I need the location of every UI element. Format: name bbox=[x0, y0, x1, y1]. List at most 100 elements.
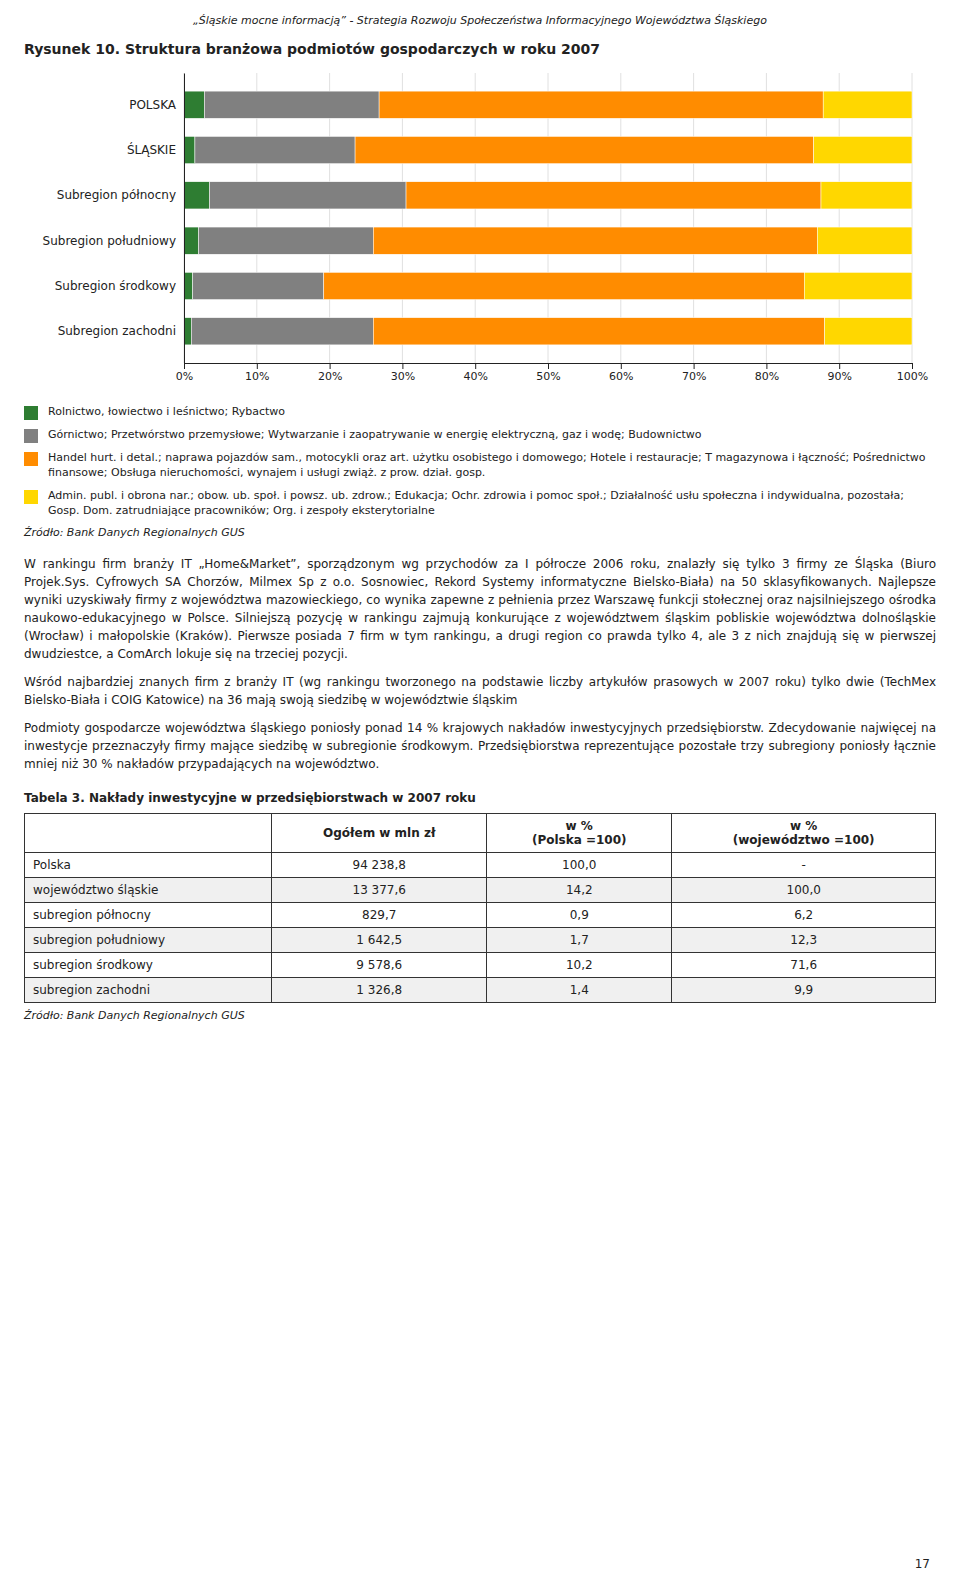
legend-item: Admin. publ. i obrona nar.; obow. ub. sp… bbox=[24, 489, 936, 519]
table-header: w %(Polska =100) bbox=[487, 814, 672, 853]
value-tick: 20% bbox=[318, 363, 342, 383]
bar-segment bbox=[825, 318, 912, 345]
legend-item: Górnictwo; Przetwórstwo przemysłowe; Wyt… bbox=[24, 428, 936, 443]
paragraph: Wśród najbardziej znanych firm z branży … bbox=[24, 673, 936, 709]
legend-label: Admin. publ. i obrona nar.; obow. ub. sp… bbox=[48, 489, 936, 519]
tick-mark bbox=[621, 363, 622, 369]
table-cell: 9,9 bbox=[672, 978, 936, 1003]
table-cell: województwo śląskie bbox=[25, 878, 272, 903]
bars bbox=[184, 91, 912, 345]
bar-segment bbox=[184, 182, 209, 209]
bar-segment bbox=[184, 272, 193, 299]
tick-mark bbox=[839, 363, 840, 369]
tick-mark bbox=[330, 363, 331, 369]
tick-label: 60% bbox=[609, 370, 633, 383]
value-tick: 70% bbox=[682, 363, 706, 383]
table-cell: Polska bbox=[25, 853, 272, 878]
table-cell: 13 377,6 bbox=[272, 878, 487, 903]
value-tick: 0% bbox=[176, 363, 193, 383]
bar-segment bbox=[804, 272, 912, 299]
value-axis-line bbox=[185, 364, 913, 370]
bar-segment bbox=[373, 227, 817, 254]
table-row: subregion zachodni1 326,81,49,9 bbox=[25, 978, 936, 1003]
legend-swatch bbox=[24, 490, 38, 504]
table-row: subregion południowy1 642,51,712,3 bbox=[25, 928, 936, 953]
tick-mark bbox=[257, 363, 258, 369]
grid-line bbox=[184, 73, 185, 363]
tick-label: 90% bbox=[827, 370, 851, 383]
table-cell: 100,0 bbox=[672, 878, 936, 903]
table-header: w %(województwo =100) bbox=[672, 814, 936, 853]
table-cell: 10,2 bbox=[487, 953, 672, 978]
tick-label: ŚLĄSKIE bbox=[127, 142, 176, 157]
table-row: województwo śląskie13 377,614,2100,0 bbox=[25, 878, 936, 903]
tick-label: 50% bbox=[536, 370, 560, 383]
legend-swatch bbox=[24, 452, 38, 466]
table-cell: 94 238,8 bbox=[272, 853, 487, 878]
legend-item: Rolnictwo, łowiectwo i leśnictwo; Rybact… bbox=[24, 405, 936, 420]
series bbox=[184, 91, 209, 345]
table-cell: - bbox=[672, 853, 936, 878]
table-title: Tabela 3. Nakłady inwestycyjne w przedsi… bbox=[24, 791, 936, 805]
legend-label: Handel hurt. i detal.; naprawa pojazdów … bbox=[48, 451, 936, 481]
table-cell: subregion północny bbox=[25, 903, 272, 928]
category-tick: Subregion środkowy bbox=[55, 279, 184, 293]
tick-label: 20% bbox=[318, 370, 342, 383]
table-source: Źródło: Bank Danych Regionalnych GUS bbox=[24, 1009, 936, 1022]
value-tick: 60% bbox=[609, 363, 633, 383]
tick-mark bbox=[184, 363, 185, 369]
tick-label: Subregion północny bbox=[57, 188, 176, 202]
table-cell: 1 642,5 bbox=[272, 928, 487, 953]
table-header-line: (Polska =100) bbox=[495, 833, 663, 847]
table-cell: 0,9 bbox=[487, 903, 672, 928]
tick-mark bbox=[475, 363, 476, 369]
bar-segment bbox=[823, 91, 912, 118]
legend: Rolnictwo, łowiectwo i leśnictwo; Rybact… bbox=[24, 405, 936, 518]
bar-segment bbox=[191, 318, 373, 345]
tick-label: 0% bbox=[176, 370, 193, 383]
table-header: Ogółem w mln zł bbox=[272, 814, 487, 853]
bar-segment bbox=[406, 182, 821, 209]
table-header-line: w % bbox=[680, 819, 927, 833]
series bbox=[191, 91, 406, 345]
table-cell: 14,2 bbox=[487, 878, 672, 903]
tick-label: 40% bbox=[463, 370, 487, 383]
series bbox=[324, 91, 825, 345]
bar-segment bbox=[184, 136, 195, 163]
table-header bbox=[25, 814, 272, 853]
tick-label: 10% bbox=[245, 370, 269, 383]
tick-mark bbox=[912, 363, 913, 369]
category-tick: Subregion zachodni bbox=[58, 324, 184, 338]
table-header-line: (województwo =100) bbox=[680, 833, 927, 847]
table-cell: 6,2 bbox=[672, 903, 936, 928]
paragraph: W rankingu firm branży IT „Home&Market”,… bbox=[24, 555, 936, 663]
page-title: „Śląskie mocne informacją” - Strategia R… bbox=[24, 14, 936, 27]
table-header-line: Ogółem w mln zł bbox=[280, 826, 478, 840]
table-row: subregion środkowy9 578,610,271,6 bbox=[25, 953, 936, 978]
chart: 0%10%20%30%40%50%60%70%80%90%100%POLSKAŚ… bbox=[24, 63, 936, 393]
bar-segment bbox=[209, 182, 406, 209]
tick-mark bbox=[548, 363, 549, 369]
tick-label: Subregion środkowy bbox=[55, 279, 176, 293]
tick-mark bbox=[766, 363, 767, 369]
table-cell: subregion południowy bbox=[25, 928, 272, 953]
category-tick: Subregion południowy bbox=[43, 233, 184, 247]
value-tick: 50% bbox=[536, 363, 560, 383]
bar-segment bbox=[184, 91, 204, 118]
tick-mark bbox=[694, 363, 695, 369]
legend-label: Rolnictwo, łowiectwo i leśnictwo; Rybact… bbox=[48, 405, 285, 420]
table-cell: 1 326,8 bbox=[272, 978, 487, 1003]
tick-mark bbox=[402, 363, 403, 369]
category-tick: ŚLĄSKIE bbox=[127, 142, 184, 157]
bar-segment bbox=[324, 272, 804, 299]
bar-segment bbox=[355, 136, 814, 163]
bar-segment bbox=[821, 182, 912, 209]
table-cell: 100,0 bbox=[487, 853, 672, 878]
bar-segment bbox=[204, 91, 379, 118]
table-cell: 829,7 bbox=[272, 903, 487, 928]
bar-segment bbox=[184, 318, 191, 345]
tick-label: 100% bbox=[897, 370, 928, 383]
bar-segment bbox=[817, 227, 912, 254]
tick-label: Subregion zachodni bbox=[58, 324, 176, 338]
value-tick: 30% bbox=[391, 363, 415, 383]
